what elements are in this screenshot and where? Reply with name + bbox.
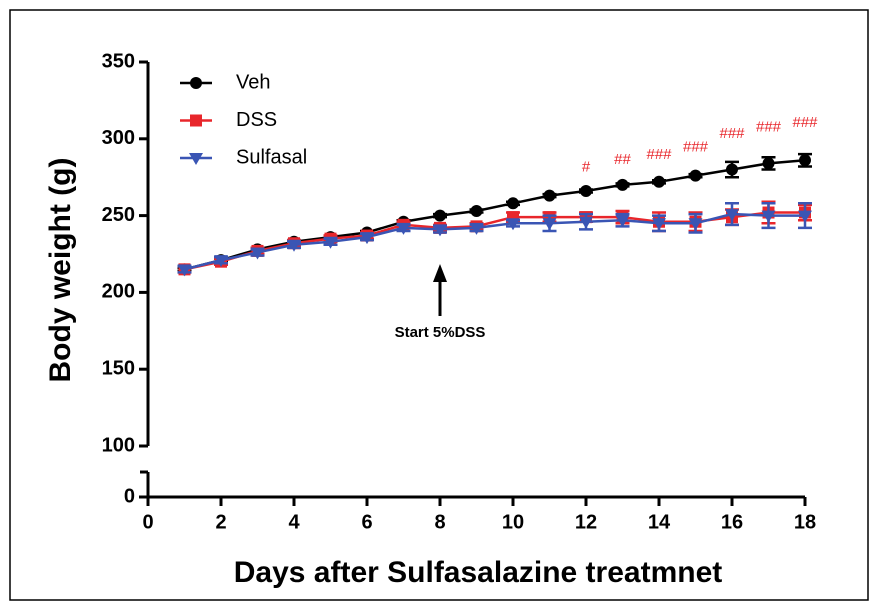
annotation: ### [646, 146, 672, 163]
data-point [762, 157, 775, 170]
data-point [214, 255, 228, 268]
series-line [184, 211, 805, 271]
data-point [798, 210, 812, 223]
data-point [469, 222, 484, 235]
annotation: # [582, 158, 591, 175]
data-point [287, 239, 301, 252]
data-point [177, 264, 192, 277]
y-tick-label: 300 [102, 127, 135, 149]
data-point [580, 185, 592, 198]
series-line [184, 159, 806, 271]
x-tick-label: 14 [648, 511, 671, 533]
data-point [250, 247, 265, 260]
legend-marker [190, 77, 202, 89]
legend-label: DSS [236, 109, 277, 131]
data-point [323, 236, 338, 249]
data-point [434, 209, 446, 222]
data-point [433, 224, 447, 237]
x-axis-label: Days after Sulfasalazine treatmnet [234, 556, 723, 589]
data-point [688, 218, 703, 231]
x-tick-label: 10 [502, 511, 524, 533]
y-axis-label: Body weight (g) [44, 158, 77, 383]
data-point [615, 215, 630, 228]
data-point [616, 178, 629, 191]
frame [9, 9, 869, 601]
data-point [799, 154, 811, 167]
annotation: ## [614, 151, 631, 168]
annotation: ### [792, 114, 818, 131]
data-point [470, 204, 483, 217]
arrow-label: Start 5%DSS [395, 324, 486, 341]
arrow-head [433, 264, 447, 282]
data-point [689, 169, 702, 182]
y-tick-label: 350 [102, 50, 135, 72]
x-tick-label: 2 [215, 511, 226, 533]
data-point [761, 210, 776, 223]
y-tick-label: 200 [102, 281, 135, 303]
data-point [543, 189, 556, 202]
x-tick-label: 16 [721, 511, 743, 533]
legend-label: Veh [236, 71, 270, 93]
data-point [506, 218, 520, 231]
annotation: ### [719, 125, 745, 142]
data-point [396, 222, 411, 235]
y-tick-label: 100 [102, 434, 135, 456]
y-tick-label: 0 [124, 485, 135, 507]
legend-marker [189, 153, 203, 165]
annotation: ### [683, 139, 709, 156]
x-tick-label: 6 [361, 511, 372, 533]
data-point [725, 209, 739, 222]
data-point [652, 218, 666, 231]
data-point [360, 232, 374, 245]
legend-label: Sulfasal [236, 146, 307, 168]
data-point [579, 216, 593, 229]
annotation: ### [756, 119, 782, 136]
y-tick-label: 250 [102, 204, 135, 226]
data-point [726, 163, 738, 176]
x-tick-label: 12 [575, 511, 597, 533]
data-point [542, 218, 557, 231]
data-point [653, 175, 665, 188]
x-tick-label: 0 [142, 511, 153, 533]
data-point [507, 197, 519, 210]
x-tick-label: 8 [434, 511, 445, 533]
x-tick-label: 4 [288, 511, 300, 533]
y-tick-label: 150 [102, 357, 135, 379]
x-tick-label: 18 [794, 511, 816, 533]
series-line [184, 212, 805, 271]
legend-marker [190, 114, 202, 127]
